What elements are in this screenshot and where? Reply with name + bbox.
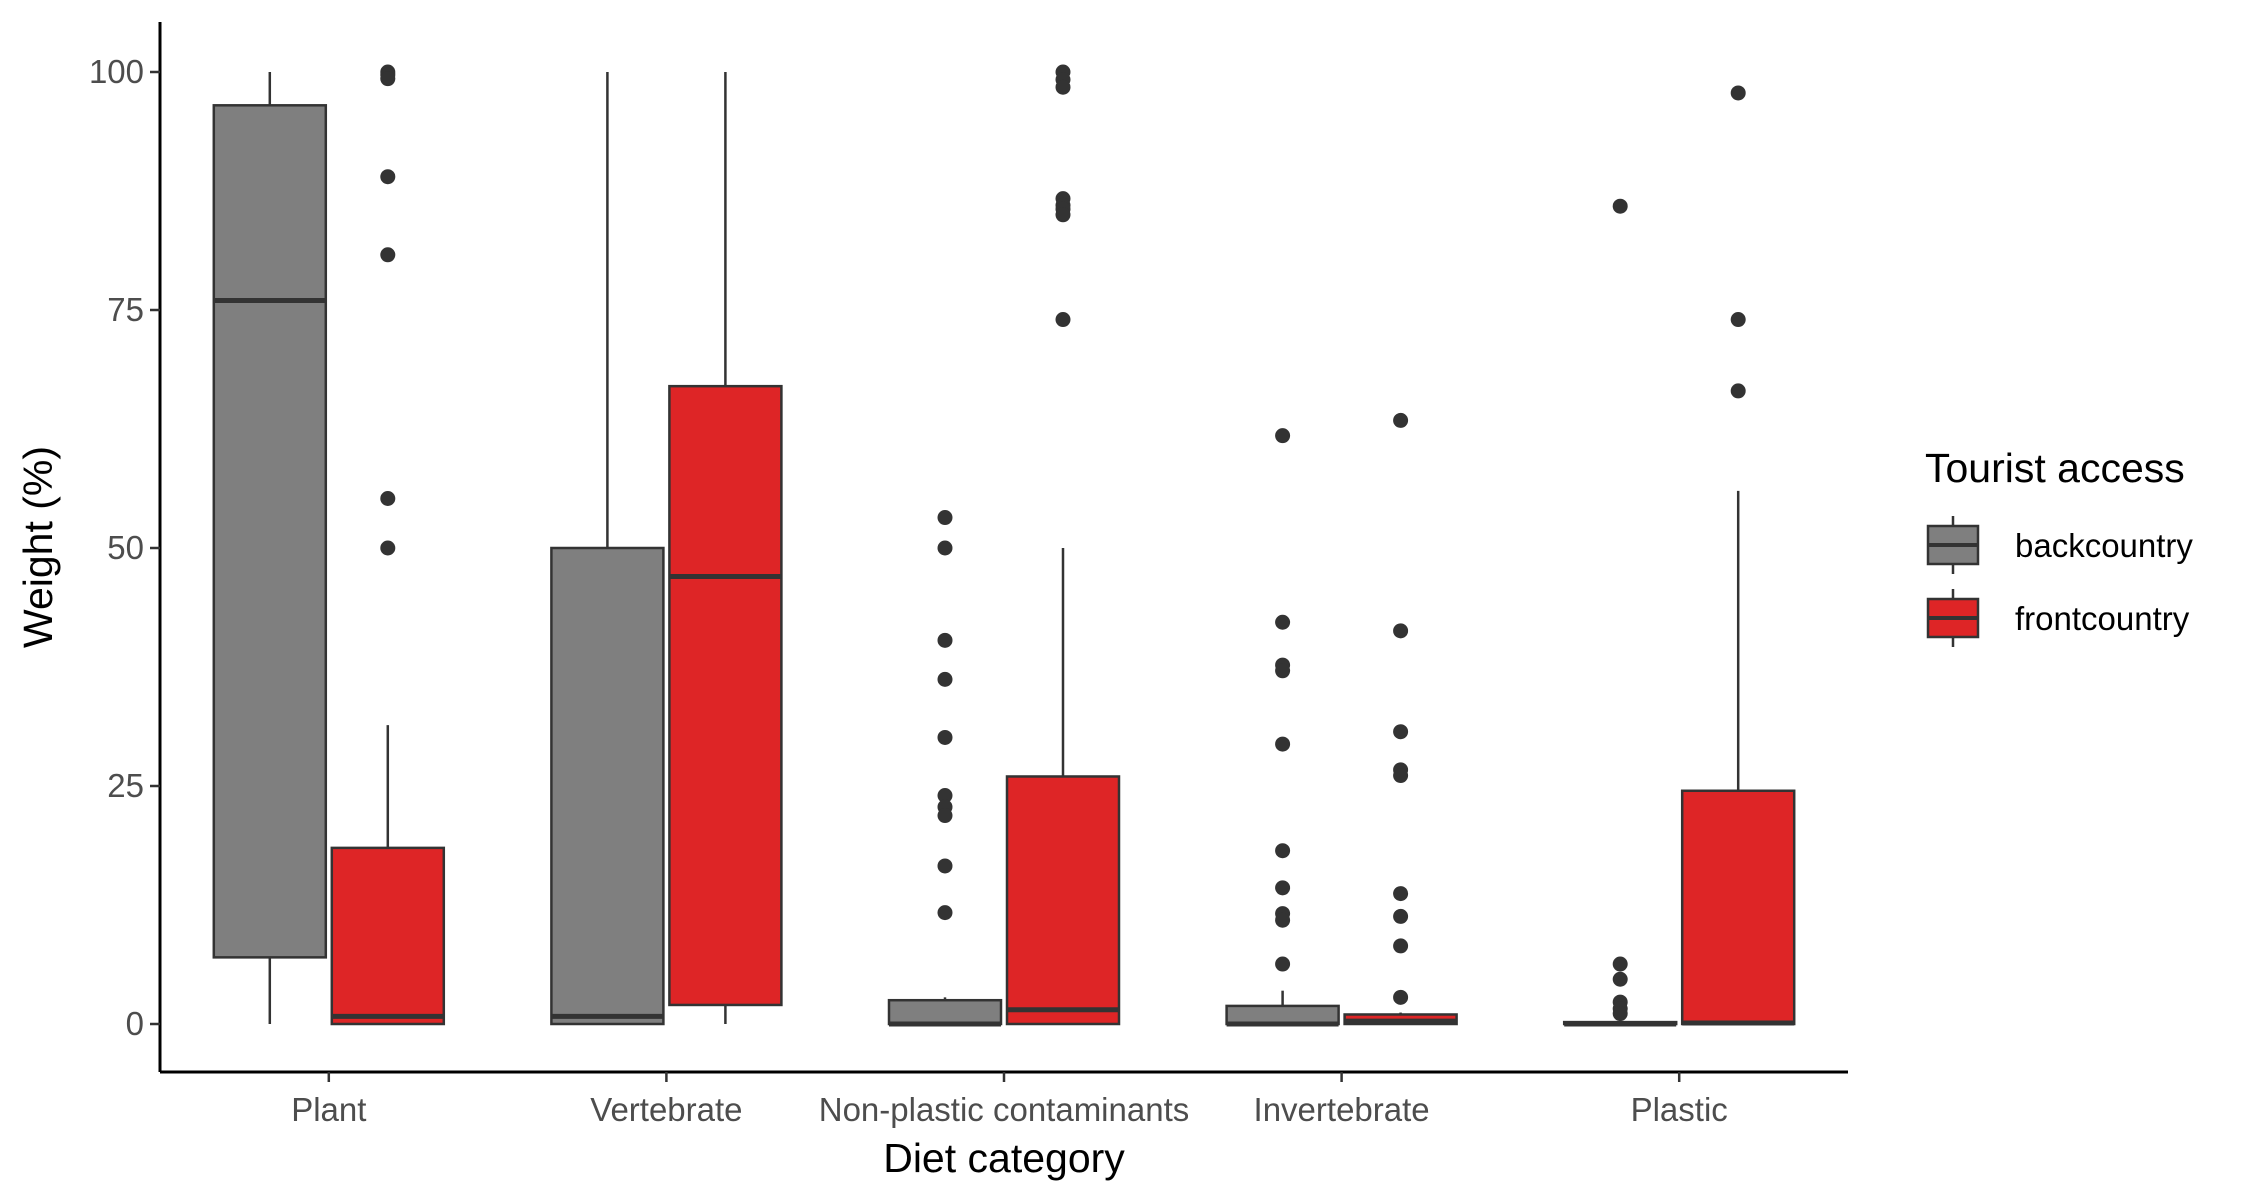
outlier-point [1055, 312, 1071, 328]
outlier-point [1393, 886, 1409, 902]
outlier-point [1275, 912, 1291, 928]
y-tick-label: 50 [107, 529, 144, 566]
outlier-point [1612, 971, 1628, 987]
legend-label: backcountry [2015, 527, 2193, 564]
outlier-point [380, 247, 396, 263]
axes: 0 25 50 75 100 Plant Vertebrate Non-plastic con… [89, 22, 1848, 1128]
box-body [212, 104, 328, 959]
box-body [887, 998, 1003, 1026]
box-frontcountry-1 [668, 72, 783, 1024]
outlier-point [1393, 412, 1409, 428]
outlier-point [1275, 428, 1291, 444]
legend-entries: backcountry frontcountry [1926, 516, 2193, 647]
outlier-point [380, 540, 396, 556]
outlier-point [1055, 79, 1071, 95]
box-backcountry-3 [1225, 428, 1340, 1027]
outlier-point [1275, 843, 1291, 859]
legend-label: frontcountry [2015, 600, 2190, 637]
outlier-point [937, 510, 953, 526]
x-tick-label: Plant [291, 1091, 366, 1128]
outlier-point [1612, 956, 1628, 972]
outlier-point [1393, 908, 1409, 924]
outlier-point [1393, 724, 1409, 740]
outlier-point [1275, 956, 1291, 972]
outlier-point [1393, 623, 1409, 639]
y-tick-label: 25 [107, 767, 144, 804]
y-tick-label: 75 [107, 291, 144, 328]
legend-title: Tourist access [1925, 445, 2185, 491]
x-tick-label: Non-plastic contaminants [819, 1091, 1190, 1128]
box-frontcountry-3 [1343, 412, 1458, 1026]
legend: Tourist access backcountry frontcountry [1925, 445, 2193, 647]
legend-entry-backcountry: backcountry [1926, 516, 2193, 574]
outlier-point [1055, 207, 1071, 223]
outlier-point [937, 671, 953, 687]
outlier-point [937, 540, 953, 556]
outlier-point [1275, 736, 1291, 752]
box-backcountry-0 [212, 72, 328, 1024]
outlier-point [1275, 614, 1291, 630]
outlier-point [937, 632, 953, 648]
outlier-point [380, 169, 396, 185]
outlier-point [937, 788, 953, 804]
outlier-point [1730, 383, 1746, 399]
outlier-point [1393, 768, 1409, 784]
outlier-point [1393, 989, 1409, 1005]
box-frontcountry-0 [330, 64, 446, 1026]
box-body [550, 546, 665, 1026]
outlier-point [1393, 938, 1409, 954]
box-body [1005, 775, 1121, 1026]
box-body [330, 846, 446, 1026]
x-axis-title: Diet category [883, 1135, 1125, 1181]
outlier-point [380, 490, 396, 506]
outlier-point [937, 905, 953, 921]
y-tick-label: 100 [89, 53, 144, 90]
outlier-point [380, 71, 396, 87]
box-backcountry-2 [887, 510, 1003, 1027]
outlier-point [1612, 198, 1628, 214]
box-frontcountry-2 [1005, 64, 1121, 1026]
x-tick-label: Vertebrate [590, 1091, 742, 1128]
box-body [1680, 789, 1796, 1026]
x-tick-label: Plastic [1631, 1091, 1728, 1128]
outlier-point [1275, 880, 1291, 896]
outlier-point [937, 808, 953, 824]
outlier-point [937, 858, 953, 874]
outlier-point [1612, 1006, 1628, 1022]
plot-area [212, 64, 1796, 1027]
outlier-point [937, 729, 953, 745]
y-tick-label: 0 [126, 1005, 144, 1042]
outlier-point [1730, 85, 1746, 101]
legend-entry-frontcountry: frontcountry [1926, 589, 2190, 647]
box-backcountry-4 [1562, 198, 1678, 1027]
outlier-point [1275, 663, 1291, 679]
box-frontcountry-4 [1680, 85, 1796, 1026]
box-backcountry-1 [550, 72, 665, 1026]
outlier-point [1730, 312, 1746, 328]
x-tick-label: Invertebrate [1254, 1091, 1430, 1128]
box-body [668, 384, 783, 1007]
y-axis-title: Weight (%) [15, 446, 61, 648]
box-body [1225, 1004, 1340, 1026]
